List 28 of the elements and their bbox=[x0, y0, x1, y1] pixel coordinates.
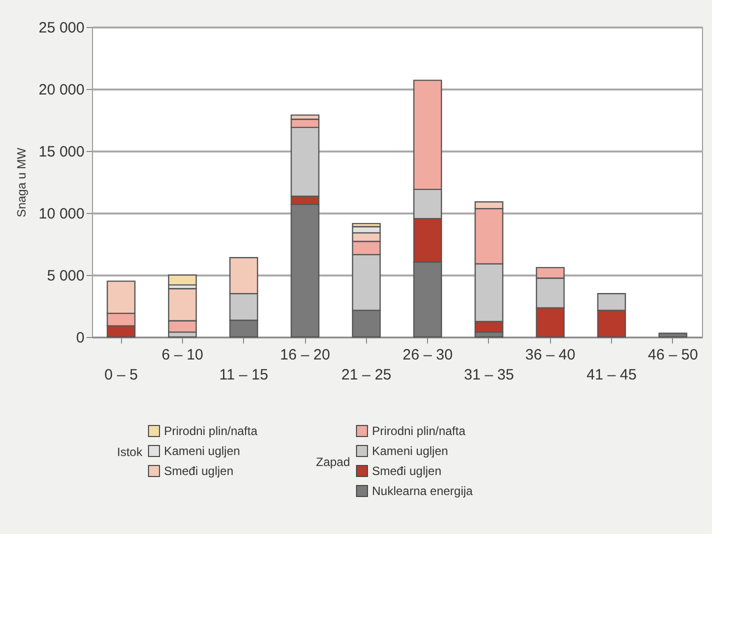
y-tick-label: 0 bbox=[76, 330, 84, 346]
x-tick-label: 36 – 40 bbox=[525, 346, 576, 364]
y-tick-label: 20 000 bbox=[38, 82, 84, 98]
x-tick-label: 46 – 50 bbox=[648, 346, 698, 364]
y-tick-label: 25 000 bbox=[38, 20, 84, 36]
legend-label: Smeđi ugljen bbox=[164, 464, 234, 478]
y-tick-label: 5 000 bbox=[46, 268, 84, 284]
y-tick-label: 15 000 bbox=[38, 144, 84, 160]
text: Zapad bbox=[316, 455, 350, 469]
x-tick-label: 41 – 45 bbox=[586, 366, 637, 384]
y-axis-title: Snaga u MW bbox=[14, 147, 29, 218]
x-tick-label: 16 – 20 bbox=[280, 346, 330, 364]
text: Istok bbox=[117, 445, 142, 459]
x-tick-label: 11 – 15 bbox=[219, 366, 268, 384]
y-tick-label: 10 000 bbox=[38, 206, 84, 222]
legend-label: Prirodni plin/nafta bbox=[164, 424, 258, 438]
legend-label: Kameni ugljen bbox=[372, 444, 448, 458]
legend-label: Smeđi ugljen bbox=[372, 464, 442, 478]
x-tick-label: 6 – 10 bbox=[162, 346, 204, 364]
legend-label: Nuklearna energija bbox=[372, 484, 474, 498]
bar bbox=[168, 274, 197, 286]
x-tick-label: 31 – 35 bbox=[464, 366, 514, 384]
bar bbox=[658, 332, 688, 338]
x-tick-label: 26 – 30 bbox=[402, 346, 453, 364]
legend-label: Kameni ugljen bbox=[164, 444, 240, 458]
x-tick-label: 21 – 25 bbox=[341, 366, 392, 384]
x-tick-label: 0 – 5 bbox=[104, 366, 138, 384]
legend-label: Prirodni plin/nafta bbox=[372, 424, 466, 438]
